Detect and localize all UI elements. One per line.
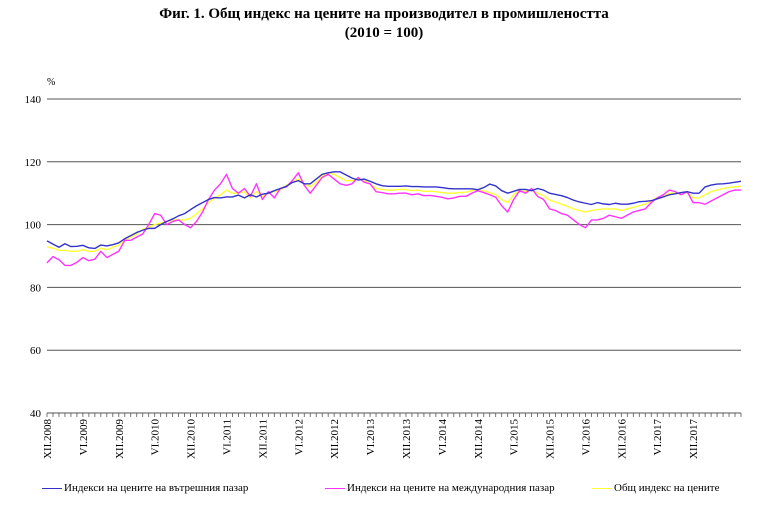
x-tick-label: VI.2009	[78, 419, 90, 456]
legend-label-international: Индекси на цените на международния пазар	[347, 482, 555, 494]
x-tick-label: XII.2013	[401, 419, 413, 460]
x-tick-label: XII.2011	[257, 419, 269, 459]
x-tick-label: VI.2015	[509, 419, 521, 456]
y-tick-label-80: 80	[30, 282, 42, 294]
y-axis-tick-labels: 40 60 80 100 120 140	[25, 94, 42, 420]
x-tick-label: XII.2009	[114, 419, 126, 460]
chart-title-line-2: (2010 = 100)	[344, 25, 424, 41]
chart-title-line-1: Фиг. 1. Общ индекс на цените на производ…	[159, 6, 609, 22]
x-tick-label: XII.2008	[42, 419, 54, 460]
legend-label-total: Общ индекс на цените	[614, 482, 720, 494]
legend-item-international: Индекси на цените на международния пазар	[325, 482, 555, 494]
legend-item-total: Общ индекс на цените	[592, 482, 719, 494]
x-tick-label: XII.2012	[329, 419, 341, 459]
chart-legend: Индекси на цените на вътрешния пазар Инд…	[0, 482, 768, 502]
x-tick-label: XII.2010	[186, 419, 198, 460]
y-tick-label-60: 60	[30, 345, 42, 357]
legend-swatch-international	[325, 487, 345, 489]
x-tick-label: VI.2017	[652, 419, 664, 456]
x-tick-label: XII.2015	[545, 419, 557, 460]
x-tick-label: VI.2012	[293, 419, 305, 455]
y-tick-label-120: 120	[25, 157, 42, 169]
x-tick-label: XII.2016	[616, 419, 628, 460]
series-line-total	[46, 172, 742, 252]
y-tick-label-40: 40	[30, 408, 42, 420]
x-tick-label: VI.2011	[221, 419, 233, 455]
y-tick-label-100: 100	[25, 220, 42, 232]
legend-item-domestic: Индекси на цените на вътрешния пазар	[42, 482, 248, 494]
y-axis-unit-label: %	[47, 77, 55, 88]
x-axis: XII.2008 VI.2009 XII.2009 VI.2010 XII.2010 VI…	[42, 412, 742, 460]
x-tick-label: VI.2014	[437, 419, 449, 456]
series-line-domestic	[46, 171, 742, 250]
x-tick-label: XII.2017	[688, 419, 700, 460]
x-tick-label: VI.2013	[365, 419, 377, 456]
x-tick-label: VI.2016	[580, 419, 592, 456]
x-tick-label: VI.2010	[150, 419, 162, 456]
chart-gridlines	[47, 98, 741, 414]
y-tick-label-140: 140	[25, 94, 42, 106]
legend-label-domestic: Индекси на цените на вътрешния пазар	[64, 482, 249, 494]
chart-series-lines	[46, 171, 742, 267]
series-line-international	[46, 172, 741, 267]
legend-swatch-domestic	[42, 487, 62, 489]
legend-swatch-total	[592, 487, 612, 489]
x-tick-label: XII.2014	[473, 419, 485, 460]
